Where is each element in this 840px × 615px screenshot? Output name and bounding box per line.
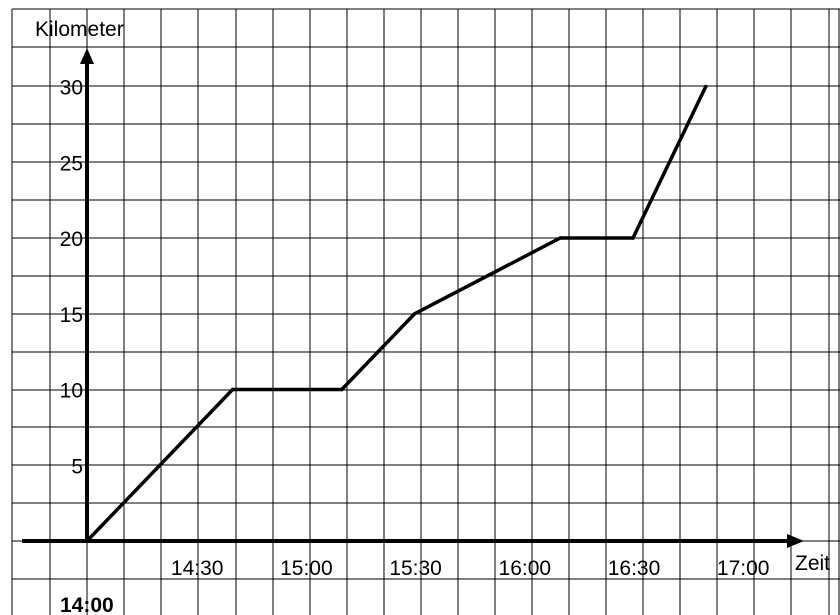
y-axis-title: Kilometer [35, 18, 124, 41]
y-tick-label: 15 [60, 304, 83, 327]
data-point [230, 387, 235, 392]
chart-series [85, 84, 708, 543]
x-tick-label: 16:00 [499, 557, 552, 580]
data-point [631, 236, 635, 240]
chart-labels: Kilometer Zeit 5 10 15 20 25 30 14:00 14:30 15:0… [35, 18, 830, 615]
data-point [412, 312, 417, 316]
x-tick-label: 15:00 [280, 557, 333, 580]
y-axis-arrow [80, 48, 94, 64]
x-tick-label: 17:00 [717, 557, 770, 580]
y-tick-label: 30 [60, 77, 83, 100]
data-point [85, 539, 89, 543]
x-tick-label: 14:30 [171, 557, 224, 580]
y-tick-label: 10 [60, 380, 83, 403]
chart-axes [22, 48, 804, 548]
data-point [558, 236, 562, 240]
x-tick-label: 16:30 [608, 557, 661, 580]
data-point [340, 387, 344, 392]
data-point [704, 84, 708, 89]
x-axis-arrow [787, 534, 804, 548]
y-tick-label: 20 [60, 228, 83, 251]
x-tick-label: 15:30 [389, 557, 442, 580]
x-tick-label-origin: 14:00 [60, 594, 114, 615]
y-tick-label: 25 [60, 152, 83, 175]
x-axis-title: Zeit [795, 552, 830, 575]
chart-grid [11, 8, 840, 615]
y-tick-label: 5 [71, 455, 83, 478]
